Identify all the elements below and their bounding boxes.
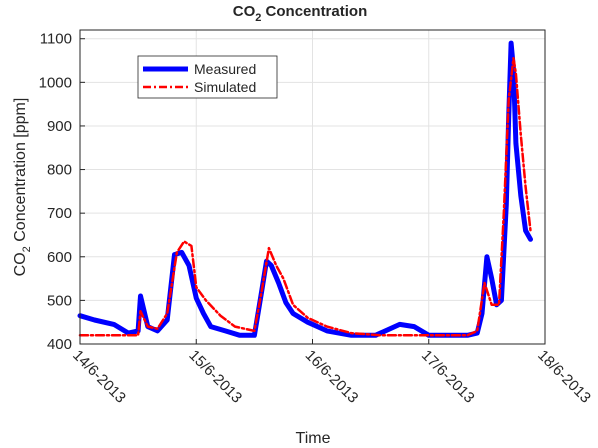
x-axis-label: Time [296, 430, 331, 447]
legend-label-simulated: Simulated [194, 79, 256, 95]
x-axis-ticks: 14/6-2013 15/6-2013 16/6-2013 17/6-2013 18/6… [69, 339, 594, 407]
y-tick-label: 900 [47, 118, 72, 135]
series-line-measured [77, 40, 533, 338]
x-tick-label: 15/6-2013 [185, 347, 245, 407]
series-line-simulated [78, 57, 532, 337]
legend-label-measured: Measured [194, 61, 256, 77]
y-axis-label: CO2 Concentration [ppm] [12, 98, 33, 277]
y-tick-label: 700 [47, 205, 72, 222]
legend-box [137, 55, 278, 99]
chart-title: CO2 Concentration [233, 3, 367, 24]
y-tick-label: 1000 [39, 74, 72, 91]
x-tick-label: 18/6-2013 [534, 347, 594, 407]
y-axis-ticks: 400 500 600 700 800 900 1000 1100 [39, 31, 85, 353]
y-tick-label: 800 [47, 162, 72, 179]
x-tick-label: 14/6-2013 [69, 347, 129, 407]
legend: Measured Simulated [137, 55, 278, 99]
y-tick-label: 1100 [40, 31, 72, 48]
y-tick-label: 400 [47, 336, 72, 353]
x-tick-label: 16/6-2013 [302, 347, 362, 407]
x-tick-label: 17/6-2013 [418, 347, 478, 407]
y-tick-label: 600 [47, 249, 72, 266]
series-layer [77, 40, 533, 338]
y-tick-label: 500 [47, 292, 72, 309]
